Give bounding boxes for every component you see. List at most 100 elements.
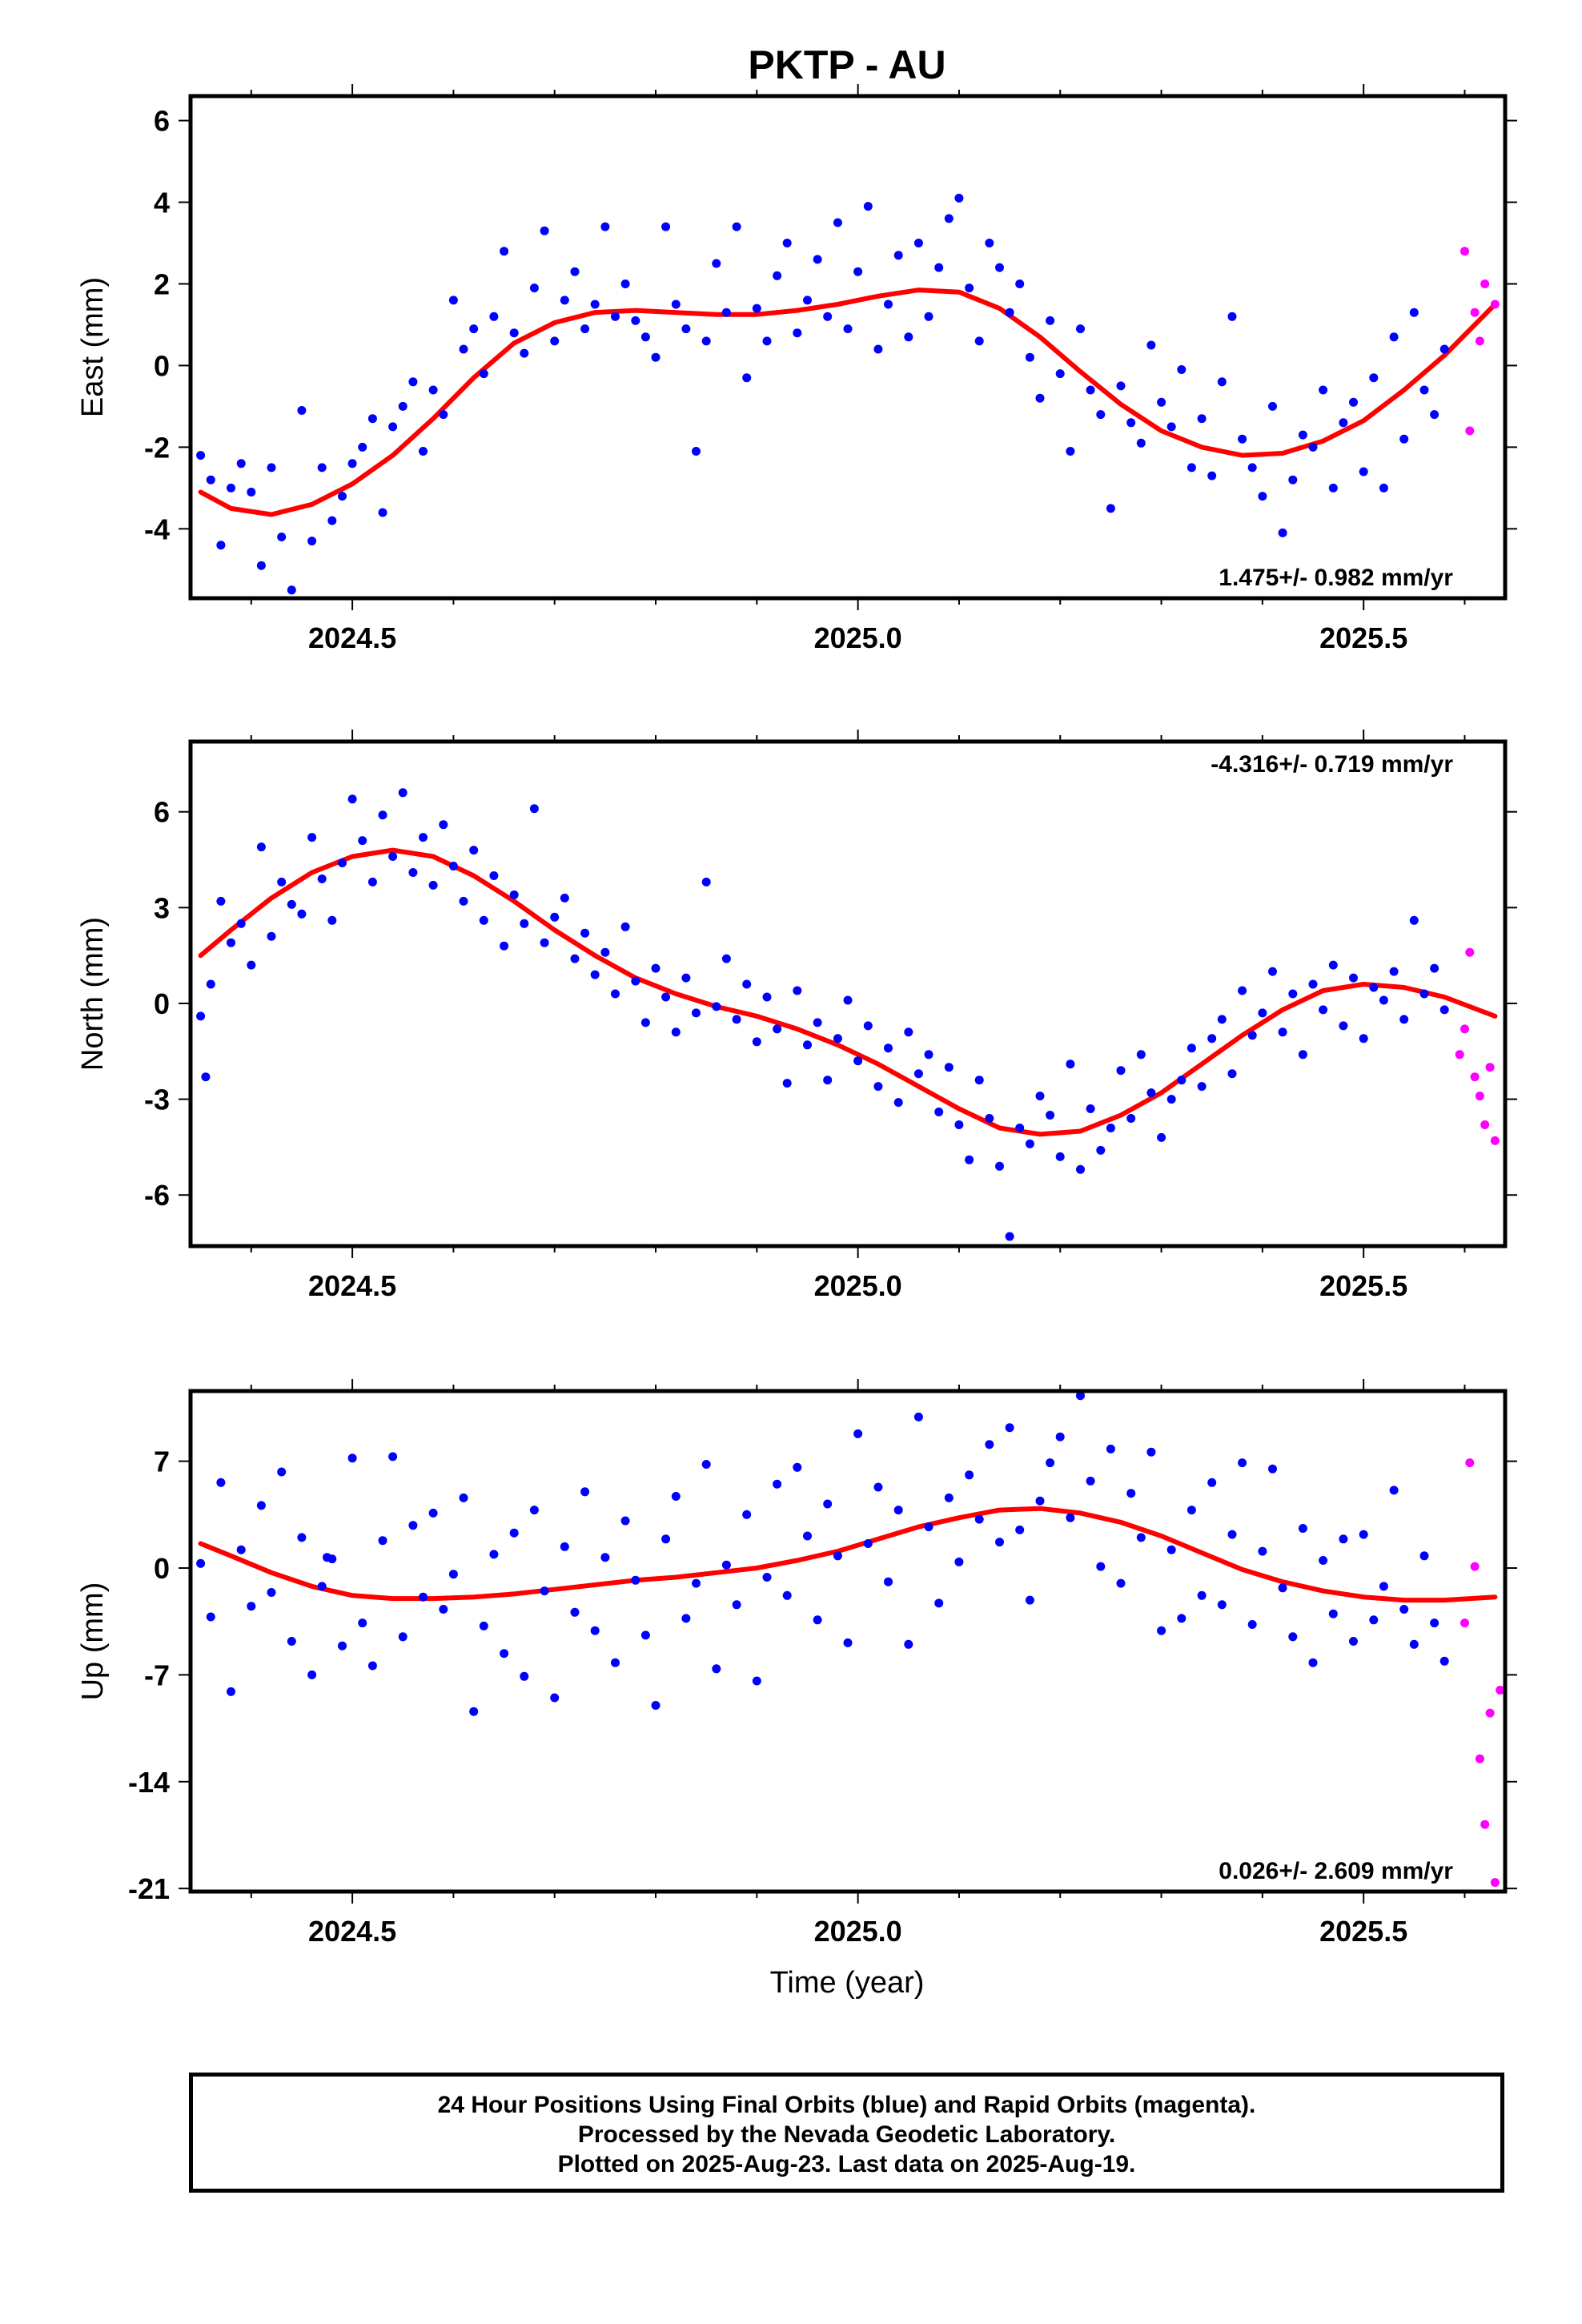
final-orbit-point: [913, 1412, 923, 1421]
final-orbit-point: [934, 1108, 944, 1116]
rapid-orbit-point: [1490, 1878, 1500, 1888]
y-tick-label: -7: [144, 1659, 170, 1691]
final-orbit-point: [1349, 1637, 1358, 1646]
final-orbit-point: [974, 336, 984, 346]
final-orbit-point: [206, 475, 215, 485]
final-orbit-point: [347, 794, 357, 804]
final-orbit-point: [671, 1027, 681, 1037]
final-orbit-point: [661, 992, 671, 1002]
final-orbit-point: [297, 909, 307, 919]
final-orbit-point: [1217, 377, 1227, 387]
final-orbit-point: [843, 1638, 853, 1647]
final-orbit-point: [1157, 1132, 1166, 1142]
x-tick-label: 2025.5: [1319, 621, 1407, 654]
final-orbit-point: [560, 1542, 569, 1551]
x-tick-label: 2025.0: [814, 1915, 902, 1948]
final-orbit-point: [995, 1161, 1004, 1171]
final-orbit-point: [1419, 385, 1429, 395]
final-orbit-point: [439, 410, 448, 420]
final-orbit-point: [701, 877, 711, 887]
x-tick-label: 2024.5: [308, 621, 396, 654]
final-orbit-point: [358, 836, 367, 846]
final-orbit-point: [419, 447, 428, 456]
final-orbit-point: [965, 1155, 974, 1164]
final-orbit-point: [803, 1531, 812, 1541]
final-orbit-point: [1186, 1506, 1196, 1515]
final-orbit-point: [1046, 1111, 1055, 1120]
final-orbit-point: [227, 938, 235, 947]
rapid-orbit-point: [1480, 1120, 1490, 1129]
y-axis-label: East (mm): [76, 277, 110, 417]
final-orbit-point: [1308, 1658, 1318, 1667]
final-orbit-point: [934, 1598, 944, 1608]
final-orbit-point: [1035, 1092, 1045, 1101]
final-orbit-point: [1015, 279, 1025, 288]
final-orbit-point: [439, 820, 448, 830]
final-orbit-point: [631, 316, 640, 325]
final-orbit-point: [1177, 1614, 1186, 1623]
plot-frame: [188, 1389, 1508, 1894]
final-orbit-point: [1288, 1632, 1298, 1642]
final-orbit-point: [681, 1614, 691, 1623]
final-orbit-point: [227, 483, 235, 493]
final-orbit-point: [489, 312, 499, 321]
final-orbit-point: [904, 332, 913, 342]
final-orbit-point: [236, 1545, 246, 1554]
final-orbit-point: [1328, 960, 1338, 970]
final-orbit-point: [1076, 324, 1085, 334]
final-orbit-point: [1227, 1530, 1237, 1539]
final-orbit-point: [267, 931, 276, 941]
final-orbit-point: [934, 263, 944, 272]
final-orbit-point: [479, 369, 488, 379]
x-tick-label: 2025.5: [1319, 1269, 1407, 1302]
final-orbit-point: [701, 1460, 711, 1469]
rapid-orbit-point: [1485, 1063, 1495, 1072]
final-orbit-point: [317, 1582, 327, 1591]
final-orbit-point: [277, 533, 287, 541]
final-orbit-point: [1319, 1556, 1328, 1565]
final-orbit-point: [1106, 504, 1115, 513]
rapid-orbit-point: [1470, 308, 1480, 317]
final-orbit-point: [227, 1687, 235, 1696]
final-orbit-point: [701, 336, 711, 346]
rapid-orbit-point: [1480, 279, 1490, 288]
final-orbit-point: [1186, 1043, 1196, 1053]
y-tick-label: 4: [154, 187, 170, 219]
final-orbit-point: [712, 1664, 721, 1674]
final-orbit-point: [671, 300, 681, 309]
final-orbit-point: [590, 1626, 600, 1635]
final-orbit-point: [1439, 1656, 1449, 1666]
final-orbit-point: [419, 1592, 428, 1602]
final-orbit-point: [1399, 1015, 1409, 1024]
final-orbit-point: [1298, 1050, 1307, 1059]
y-axis-label: Up (mm): [76, 1582, 110, 1701]
final-orbit-point: [408, 1521, 418, 1530]
final-orbit-point: [388, 1452, 398, 1462]
final-orbit-point: [1207, 1034, 1217, 1043]
final-orbit-point: [1419, 989, 1429, 999]
rate-label: -4.316+/- 0.719 mm/yr: [1211, 751, 1453, 778]
final-orbit-point: [944, 1063, 954, 1072]
final-orbit-point: [1278, 1027, 1287, 1037]
final-orbit-point: [1186, 463, 1196, 472]
final-orbit-point: [1086, 385, 1095, 395]
final-orbit-point: [1035, 1496, 1045, 1506]
final-orbit-point: [995, 263, 1004, 272]
final-orbit-point: [247, 488, 256, 497]
final-orbit-point: [1177, 365, 1186, 374]
final-orbit-point: [1207, 1478, 1217, 1487]
final-orbit-point: [1086, 1476, 1095, 1486]
final-orbit-point: [367, 414, 377, 424]
final-orbit-point: [640, 332, 650, 342]
y-tick-label: 0: [154, 987, 170, 1020]
final-orbit-point: [1166, 1095, 1176, 1104]
final-orbit-point: [398, 1632, 408, 1642]
final-orbit-point: [1399, 1605, 1409, 1614]
final-orbit-point: [995, 1538, 1004, 1547]
final-orbit-point: [338, 1641, 347, 1651]
final-orbit-point: [201, 1072, 211, 1082]
final-orbit-point: [1278, 528, 1287, 537]
final-orbit-point: [570, 267, 580, 276]
final-orbit-point: [893, 251, 903, 260]
final-orbit-point: [347, 459, 357, 468]
